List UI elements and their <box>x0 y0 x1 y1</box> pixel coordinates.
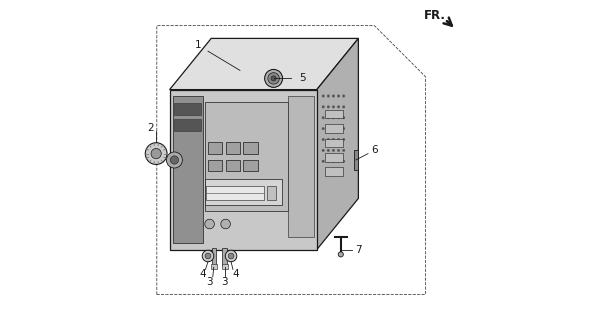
Circle shape <box>332 160 335 163</box>
Circle shape <box>342 95 345 97</box>
Circle shape <box>226 250 237 262</box>
Bar <box>208 160 223 171</box>
Circle shape <box>338 252 344 257</box>
Circle shape <box>327 116 330 119</box>
Circle shape <box>151 148 161 159</box>
Circle shape <box>337 95 340 97</box>
Circle shape <box>205 219 215 229</box>
Bar <box>208 142 223 154</box>
Circle shape <box>322 149 325 152</box>
Circle shape <box>342 106 345 108</box>
Bar <box>226 142 240 154</box>
Circle shape <box>322 116 325 119</box>
Circle shape <box>342 160 345 163</box>
Circle shape <box>327 106 330 108</box>
Bar <box>325 110 344 118</box>
Bar <box>267 186 276 200</box>
Bar <box>212 248 216 266</box>
Circle shape <box>342 127 345 130</box>
Circle shape <box>264 69 283 87</box>
Circle shape <box>327 138 330 141</box>
Bar <box>325 167 344 176</box>
Polygon shape <box>173 96 203 243</box>
Circle shape <box>268 73 279 84</box>
Circle shape <box>322 127 325 130</box>
Bar <box>354 150 358 170</box>
Circle shape <box>322 160 325 163</box>
Text: 3: 3 <box>221 277 228 287</box>
Circle shape <box>327 160 330 163</box>
Bar <box>288 96 314 237</box>
Bar <box>325 139 344 147</box>
Text: 1: 1 <box>195 40 202 50</box>
Circle shape <box>322 106 325 108</box>
Circle shape <box>337 160 340 163</box>
Circle shape <box>342 116 345 119</box>
Polygon shape <box>170 90 317 250</box>
Bar <box>223 248 227 266</box>
Circle shape <box>327 127 330 130</box>
Circle shape <box>337 106 340 108</box>
Circle shape <box>322 138 325 141</box>
Text: 2: 2 <box>148 123 154 133</box>
Circle shape <box>145 143 167 164</box>
Circle shape <box>337 116 340 119</box>
Circle shape <box>337 138 340 141</box>
Text: 4: 4 <box>232 269 239 279</box>
Circle shape <box>342 149 345 152</box>
Text: 6: 6 <box>371 145 378 156</box>
Circle shape <box>167 152 182 168</box>
Circle shape <box>322 95 325 97</box>
Circle shape <box>271 76 276 81</box>
Circle shape <box>327 95 330 97</box>
Circle shape <box>332 149 335 152</box>
Circle shape <box>205 253 211 259</box>
Text: 3: 3 <box>206 277 213 287</box>
Bar <box>243 142 258 154</box>
Circle shape <box>327 149 330 152</box>
Circle shape <box>332 116 335 119</box>
Bar <box>174 103 201 115</box>
Circle shape <box>170 156 179 164</box>
Bar <box>211 264 216 269</box>
Bar <box>205 179 282 205</box>
Polygon shape <box>317 38 358 250</box>
Bar <box>206 186 264 200</box>
Bar <box>174 119 201 131</box>
Text: 4: 4 <box>199 269 206 279</box>
Text: FR.: FR. <box>424 9 446 22</box>
Bar <box>226 160 240 171</box>
Circle shape <box>332 106 335 108</box>
Bar <box>325 124 344 133</box>
Text: 5: 5 <box>299 73 306 84</box>
Bar <box>325 153 344 162</box>
Circle shape <box>221 219 230 229</box>
Circle shape <box>332 138 335 141</box>
Bar <box>222 264 227 269</box>
Polygon shape <box>170 38 358 90</box>
Circle shape <box>332 127 335 130</box>
Bar <box>243 160 258 171</box>
Circle shape <box>337 127 340 130</box>
Circle shape <box>228 253 234 259</box>
Bar <box>205 102 288 211</box>
Circle shape <box>337 149 340 152</box>
Circle shape <box>342 138 345 141</box>
Text: 7: 7 <box>355 244 362 255</box>
Circle shape <box>332 95 335 97</box>
Circle shape <box>202 250 214 262</box>
